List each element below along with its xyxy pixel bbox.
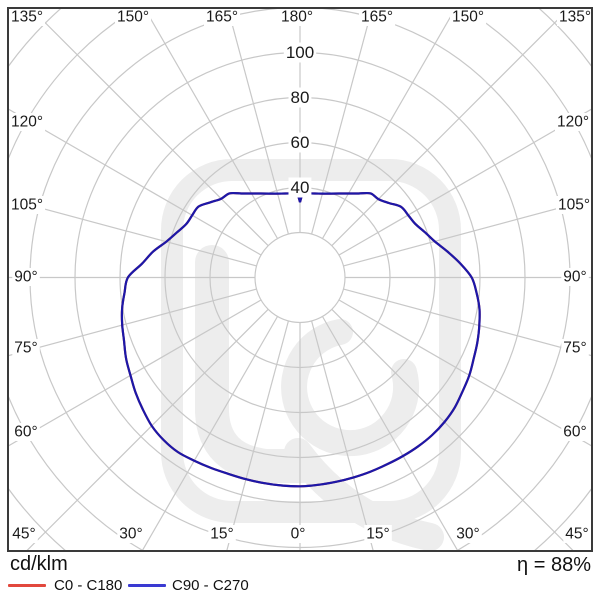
- axis-tick-label: 30°: [119, 526, 142, 543]
- grid-spoke: [321, 9, 456, 239]
- grid-spoke: [9, 198, 257, 267]
- label-mask: [208, 525, 236, 543]
- grid-spoke: [321, 316, 459, 550]
- grid-spoke: [144, 9, 279, 239]
- axis-tick-label: 30°: [456, 526, 479, 543]
- axis-labels: 0° 15° 15° 30° 30° 45° 45° 60° 60° 75° 75° 90° 90° 10…: [9, 8, 594, 543]
- axis-tick-label: 80: [291, 88, 310, 107]
- label-mask: [12, 339, 40, 357]
- label-mask: [288, 525, 308, 543]
- axis-tick-label: 75°: [563, 340, 586, 357]
- axis-tick-label: 0°: [291, 526, 306, 543]
- label-mask: [9, 8, 46, 26]
- label-mask: [12, 423, 40, 441]
- grid-spoke: [9, 108, 262, 256]
- axis-tick-label: 15°: [366, 526, 389, 543]
- axis-tick-label: 45°: [565, 526, 588, 543]
- axis-tick-label: 165°: [361, 9, 393, 26]
- watermark-logo: [161, 159, 461, 550]
- axis-tick-label: 40: [291, 178, 310, 197]
- label-mask: [561, 423, 589, 441]
- axis-tick-label: 60°: [563, 424, 586, 441]
- chart-frame: [7, 7, 593, 552]
- grid-spoke: [343, 288, 591, 357]
- axis-tick-label: 120°: [11, 114, 43, 131]
- label-mask: [9, 113, 46, 131]
- label-mask: [561, 268, 589, 286]
- label-mask: [283, 42, 317, 63]
- grid-spoke: [141, 316, 279, 550]
- axis-tick-label: 135°: [559, 9, 591, 26]
- label-mask: [563, 525, 591, 543]
- axis-tick-label: 100: [286, 43, 314, 62]
- label-mask: [555, 113, 592, 131]
- axis-tick-label: 60°: [14, 424, 37, 441]
- grid-spoke: [9, 299, 262, 447]
- label-mask: [279, 8, 316, 26]
- label-mask: [117, 525, 145, 543]
- legend-swatch-c90-c270: [128, 584, 166, 587]
- curve-c90-c270: [120, 191, 481, 488]
- axis-tick-label: 90°: [14, 269, 37, 286]
- label-mask: [12, 268, 40, 286]
- grid-spoke: [311, 9, 373, 235]
- axis-tick-label: 75°: [14, 340, 37, 357]
- grid-spoke: [311, 320, 374, 550]
- label-mask: [288, 132, 312, 153]
- label-mask: [557, 8, 594, 26]
- grid-spoke: [343, 198, 591, 267]
- intensity-curves: [120, 191, 481, 488]
- label-mask: [115, 8, 152, 26]
- units-label: cd/klm: [10, 553, 68, 575]
- axis-tick-label: 90°: [563, 269, 586, 286]
- grid-spoke: [226, 320, 289, 550]
- label-mask: [364, 525, 392, 543]
- label-mask: [9, 196, 46, 214]
- label-mask: [450, 8, 487, 26]
- label-mask: [359, 8, 396, 26]
- grid-spoke: [9, 288, 257, 357]
- label-mask: [454, 525, 482, 543]
- axis-tick-label: 150°: [452, 9, 484, 26]
- axis-tick-label: 135°: [11, 9, 43, 26]
- label-mask: [556, 196, 593, 214]
- label-mask: [10, 525, 38, 543]
- axis-tick-label: 180°: [281, 9, 313, 26]
- grid-spoke: [338, 299, 591, 447]
- legend-label-c0-c180: C0 - C180: [54, 577, 123, 594]
- grid-spoke: [26, 308, 269, 550]
- grid-spoke: [338, 108, 591, 256]
- axis-tick-label: 60: [291, 133, 310, 152]
- axis-tick-label: 105°: [11, 197, 43, 214]
- label-mask: [288, 177, 312, 198]
- axis-tick-label: 15°: [210, 526, 233, 543]
- legend-label-c90-c270: C90 - C270: [172, 577, 249, 594]
- grid-spoke: [331, 9, 570, 247]
- grid-spoke: [331, 308, 574, 550]
- label-mask: [288, 87, 312, 108]
- axis-tick-label: 105°: [558, 197, 590, 214]
- label-mask: [204, 8, 241, 26]
- axis-tick-label: 165°: [206, 9, 238, 26]
- axis-tick-label: 45°: [12, 526, 35, 543]
- label-mask: [561, 339, 589, 357]
- efficiency-label: η = 88%: [517, 554, 591, 576]
- axis-tick-label: 150°: [117, 9, 149, 26]
- legend-swatch-c0-c180: [8, 584, 46, 587]
- grid-spoke: [227, 9, 289, 235]
- axis-tick-label: 120°: [557, 114, 589, 131]
